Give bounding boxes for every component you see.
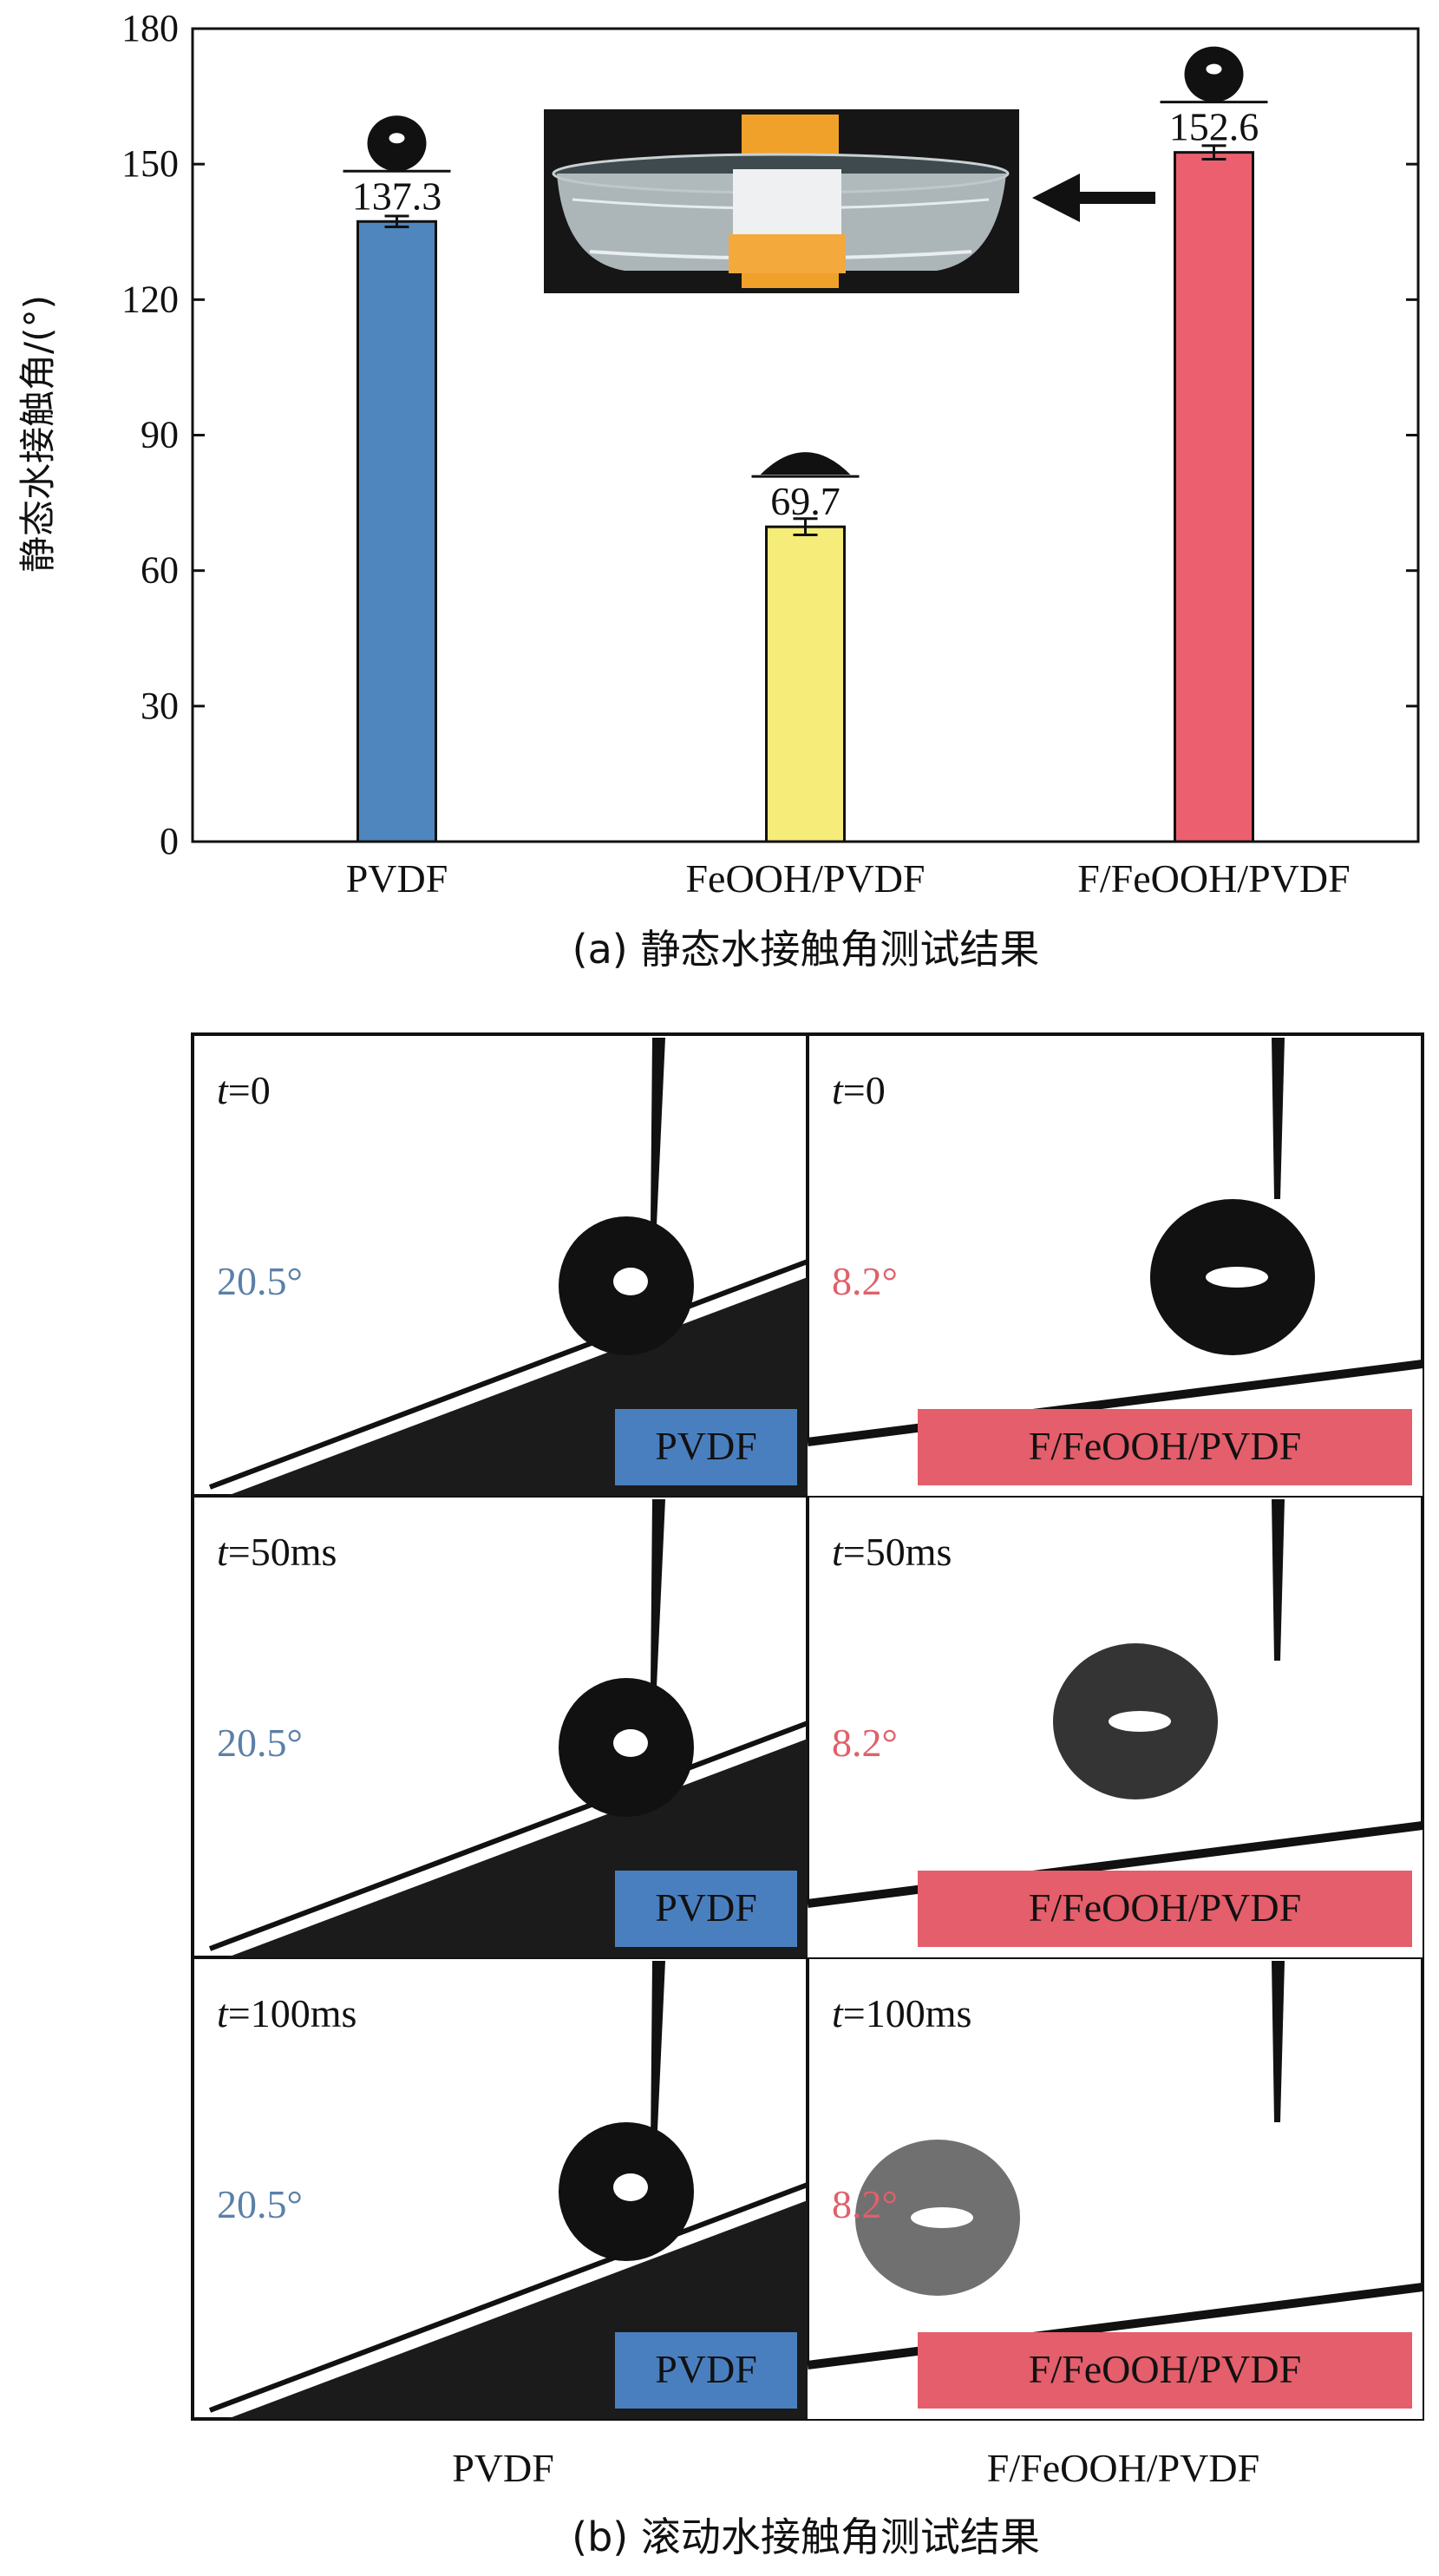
sample-tag-label: F/FeOOH/PVDF bbox=[1029, 2347, 1301, 2391]
sample-tag bbox=[615, 1871, 797, 1947]
sample-tag bbox=[615, 2332, 797, 2409]
droplet-highlight bbox=[613, 2173, 648, 2201]
x-axis-tick-labels: PVDF FeOOH/PVDF F/FeOOH/PVDF bbox=[346, 856, 1351, 901]
rolling-angle-label: 20.5° bbox=[217, 1721, 303, 1765]
x-tick-label: FeOOH/PVDF bbox=[685, 856, 925, 901]
droplet-icon bbox=[760, 452, 851, 475]
sample-tag-label: F/FeOOH/PVDF bbox=[1029, 1424, 1301, 1468]
y-axis: 0 30 60 90 120 150 180 bbox=[121, 7, 1418, 862]
time-label: t=50ms bbox=[832, 1530, 952, 1574]
y-tick-label: 120 bbox=[121, 278, 179, 320]
droplet-highlight bbox=[911, 2207, 973, 2228]
time-label: t=50ms bbox=[217, 1530, 337, 1574]
bar bbox=[356, 220, 437, 843]
y-tick-label: 60 bbox=[141, 549, 179, 592]
y-tick-label: 0 bbox=[160, 820, 179, 862]
photo-right-row-1: t=50ms 8.2° F/FeOOH/PVDF bbox=[807, 1499, 1423, 1957]
needle bbox=[651, 1961, 665, 2148]
plate-edge bbox=[208, 2182, 809, 2413]
bar-chart: 0 30 60 90 120 150 180 静态水接触角/(°) 137.3 69.7 152… bbox=[16, 7, 1420, 901]
photo-left-row-1: t=50ms 20.5° PVDF bbox=[208, 1499, 809, 1957]
y-tick-label: 90 bbox=[141, 414, 179, 456]
column-label-f-feooh-pvdf: F/FeOOH/PVDF bbox=[987, 2446, 1259, 2490]
panel-a-caption: (a) 静态水接触角测试结果 bbox=[572, 926, 1040, 973]
droplet-highlight bbox=[1206, 63, 1222, 75]
sample-tag bbox=[918, 1409, 1412, 1485]
time-label: t=0 bbox=[217, 1068, 271, 1112]
photo-right-row-0: t=0 8.2° F/FeOOH/PVDF bbox=[807, 1038, 1423, 1496]
sample-tag-label: PVDF bbox=[655, 1885, 757, 1930]
arrow-icon bbox=[1032, 174, 1155, 222]
x-tick-label: F/FeOOH/PVDF bbox=[1077, 856, 1350, 901]
time-label: t=0 bbox=[832, 1068, 886, 1112]
needle bbox=[651, 1038, 665, 1225]
needle bbox=[1272, 1961, 1285, 2122]
rolling-angle-label: 20.5° bbox=[217, 2182, 303, 2226]
sample-tag bbox=[918, 1871, 1412, 1947]
droplet-highlight bbox=[613, 1729, 648, 1757]
sample-tag bbox=[918, 2332, 1412, 2409]
needle bbox=[651, 1499, 665, 1687]
droplet-highlight bbox=[1206, 1267, 1268, 1288]
y-tick-label: 30 bbox=[141, 685, 179, 727]
y-tick-label: 180 bbox=[121, 7, 179, 49]
time-label: t=100ms bbox=[832, 1991, 971, 2035]
droplet-highlight bbox=[1109, 1711, 1171, 1732]
column-label-pvdf: PVDF bbox=[452, 2446, 554, 2490]
plate-edge bbox=[807, 2283, 1423, 2370]
rolling-angle-label: 8.2° bbox=[832, 2182, 898, 2226]
plate-edge bbox=[807, 1821, 1423, 1908]
plate-edge bbox=[807, 1360, 1423, 1446]
plate-edge bbox=[208, 1259, 809, 1490]
data-label: 137.3 bbox=[352, 174, 442, 218]
bars: 137.3 69.7 152.6 bbox=[343, 46, 1268, 843]
rolling-angle-photo-grid: t=0 20.5° PVDF t=0 8.2° F/FeOOH/PVDF t=50ms 20.… bbox=[191, 1032, 1424, 2421]
x-tick-label: PVDF bbox=[346, 856, 448, 901]
bar bbox=[765, 525, 846, 843]
data-label: 69.7 bbox=[770, 479, 841, 523]
rolling-angle-label: 8.2° bbox=[832, 1721, 898, 1765]
droplet-highlight bbox=[389, 133, 405, 144]
plate-edge bbox=[208, 1721, 809, 1951]
rolling-angle-label: 8.2° bbox=[832, 1259, 898, 1303]
photo-left-row-2: t=100ms 20.5° PVDF bbox=[208, 1961, 809, 2419]
sample-tag bbox=[615, 1409, 797, 1485]
y-axis-label: 静态水接触角/(°) bbox=[16, 295, 59, 573]
droplet-highlight bbox=[613, 1268, 648, 1295]
photo-left-row-0: t=0 20.5° PVDF bbox=[208, 1038, 809, 1496]
time-label: t=100ms bbox=[217, 1991, 356, 2035]
panel-b-caption: (b) 滚动水接触角测试结果 bbox=[572, 2514, 1040, 2560]
sample-tag-label: PVDF bbox=[655, 1424, 757, 1468]
data-label: 152.6 bbox=[1169, 105, 1259, 149]
rolling-angle-label: 20.5° bbox=[217, 1259, 303, 1303]
sample-tag-label: F/FeOOH/PVDF bbox=[1029, 1885, 1301, 1930]
y-tick-label: 150 bbox=[121, 142, 179, 185]
photo-right-row-2: t=100ms 8.2° F/FeOOH/PVDF bbox=[807, 1961, 1423, 2419]
inset-photo-petri-dish bbox=[544, 109, 1019, 293]
needle bbox=[1272, 1499, 1285, 1661]
sample-tag-label: PVDF bbox=[655, 2347, 757, 2391]
bar bbox=[1174, 151, 1254, 843]
needle bbox=[1272, 1038, 1285, 1199]
